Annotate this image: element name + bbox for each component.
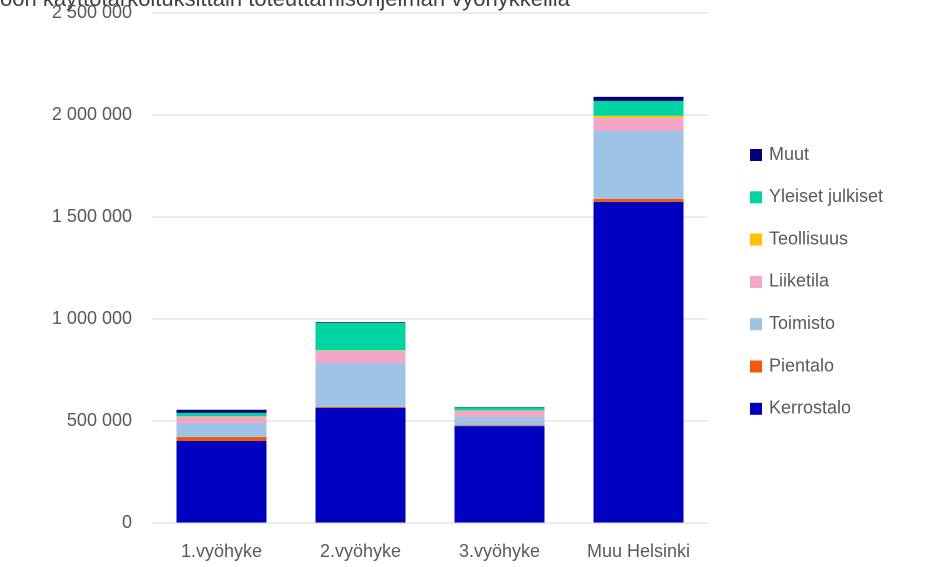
bar-segment: [454, 426, 545, 523]
bar-segment: [315, 363, 406, 407]
bar-segment: [454, 407, 545, 411]
bar-segment: [593, 130, 684, 199]
x-tick-label: 2.vyöhyke: [320, 541, 401, 561]
bar-segment: [176, 416, 267, 417]
bar-segment: [593, 96, 684, 101]
bar-segment: [176, 416, 267, 424]
legend-label: Yleiset julkiset: [769, 186, 883, 206]
legend-swatch: [750, 191, 762, 204]
legend-swatch: [750, 275, 762, 288]
bar-segment: [176, 409, 267, 413]
legend-swatch: [750, 318, 762, 331]
bar-segment: [176, 440, 267, 523]
bar-segment: [593, 201, 684, 524]
legend-swatch: [750, 233, 762, 246]
bar-segment: [315, 406, 406, 408]
bar-segment: [454, 425, 545, 427]
y-tick-label: 2 000 000: [52, 104, 132, 124]
bar-segment: [593, 100, 684, 116]
x-tick-label: 1.vyöhyke: [181, 541, 262, 561]
bar-segment: [315, 322, 406, 323]
x-tick-label: Muu Helsinki: [587, 541, 690, 561]
y-tick-label: 1 000 000: [52, 308, 132, 328]
chart-title: oon käyttötarkoituksittain toteuttamisoh…: [0, 0, 571, 11]
y-tick-label: 2 500 000: [52, 2, 132, 22]
bar-segment: [593, 198, 684, 202]
bar-segment: [176, 423, 267, 437]
bar-segment: [315, 407, 406, 523]
legend-swatch: [750, 360, 762, 373]
bar-segment: [176, 412, 267, 417]
legend-label: Teollisuus: [769, 228, 848, 248]
x-tick-label: 3.vyöhyke: [459, 541, 540, 561]
legend-label: Liiketila: [769, 271, 830, 291]
bar-segment: [176, 436, 267, 441]
bar-segment: [315, 350, 406, 351]
legend-swatch: [750, 402, 762, 415]
y-tick-label: 0: [122, 512, 132, 532]
bar-segment: [315, 322, 406, 351]
legend-label: Pientalo: [769, 355, 834, 375]
legend-label: Toimisto: [769, 313, 835, 333]
bar-segment: [454, 410, 545, 417]
legend-label: Muut: [769, 144, 809, 164]
y-tick-label: 500 000: [67, 410, 132, 430]
legend-label: Kerrostalo: [769, 398, 851, 418]
bar-segment: [315, 350, 406, 364]
bar-segment: [593, 115, 684, 118]
bar-segment: [593, 117, 684, 131]
y-tick-label: 1 500 000: [52, 206, 132, 226]
legend-swatch: [750, 149, 762, 161]
bar-segment: [454, 416, 545, 426]
